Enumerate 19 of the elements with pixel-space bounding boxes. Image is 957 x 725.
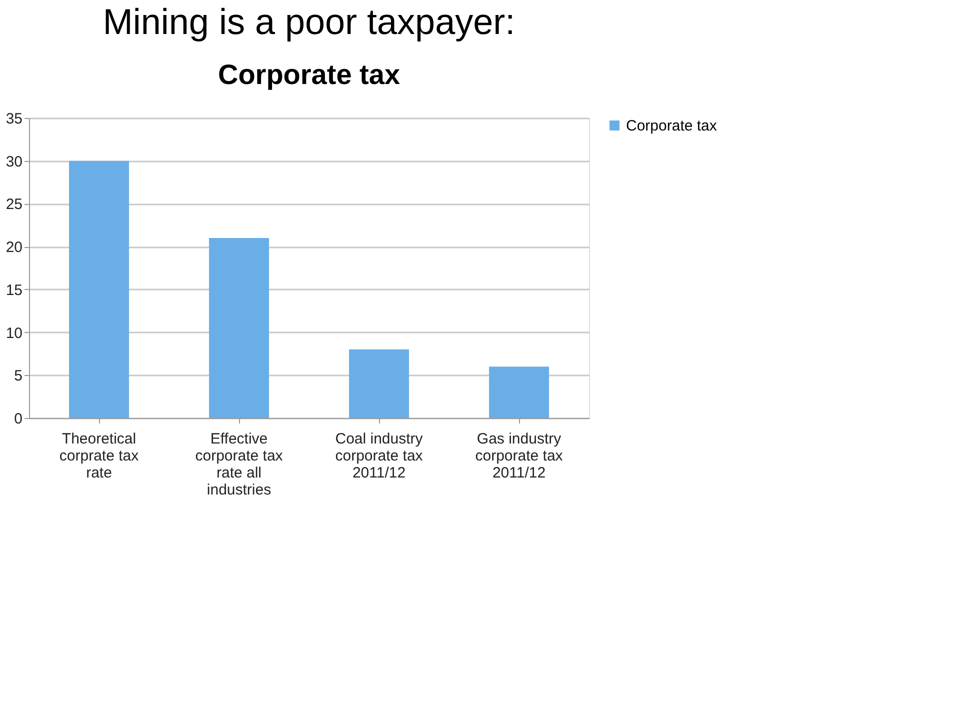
y-tick-label: 20 <box>6 239 22 256</box>
chart-title: Mining is a poor taxpayer: <box>102 1 516 42</box>
y-tick-label: 25 <box>6 196 22 214</box>
bar <box>489 366 549 418</box>
bar <box>349 349 409 418</box>
y-tick-label: 15 <box>6 282 22 299</box>
x-tick-label: Effective corporate tax rate all industries <box>195 430 284 498</box>
y-tick-label: 0 <box>14 410 22 428</box>
legend-label: Corporate tax <box>626 118 718 134</box>
x-tick-label: Theoretical corprate tax rate <box>59 430 140 482</box>
y-tick-label: 30 <box>6 153 22 170</box>
bar <box>69 160 129 418</box>
y-tick-label: 5 <box>14 368 22 385</box>
chart-subtitle: Corporate tax <box>218 59 400 90</box>
x-tick-label: Gas industry corporate tax 2011/12 <box>475 430 564 482</box>
y-tick-label: 35 <box>6 110 22 128</box>
x-tick-label: Coal industry corporate tax 2011/12 <box>335 430 424 482</box>
bar <box>209 238 269 418</box>
y-tick-label: 10 <box>6 324 22 342</box>
